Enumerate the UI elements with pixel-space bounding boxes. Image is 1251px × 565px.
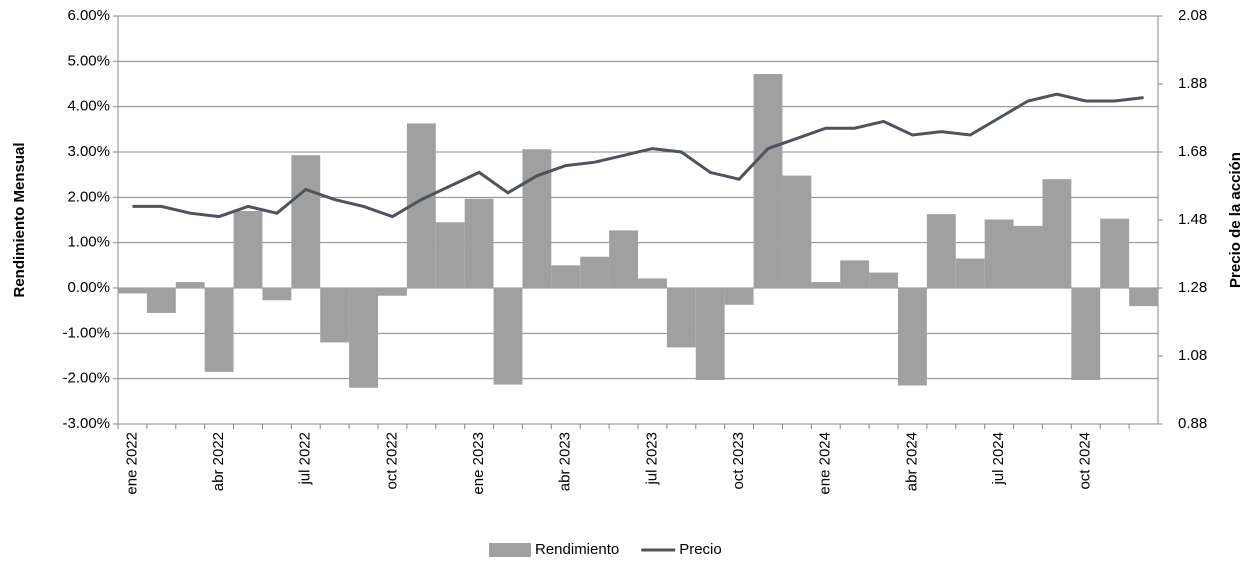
bar: [551, 265, 581, 288]
y2-tick-label: 2.08: [1178, 7, 1207, 24]
y-tick-label: 1.00%: [67, 234, 110, 251]
bar: [233, 210, 263, 288]
bar: [146, 288, 176, 313]
bar: [1071, 288, 1101, 381]
x-tick-label: abr 2024: [903, 432, 920, 491]
x-tick-label: ene 2022: [123, 432, 140, 495]
y-axis-title: Rendimiento Mensual: [11, 142, 28, 297]
bar: [1013, 225, 1043, 288]
bar: [580, 256, 610, 288]
x-tick-label: oct 2022: [383, 432, 400, 490]
bar: [695, 288, 725, 381]
bar: [869, 272, 898, 288]
bar: [522, 149, 552, 288]
bar: [493, 288, 523, 385]
bar: [262, 288, 292, 301]
y-tick-label: -2.00%: [62, 370, 110, 387]
bar: [811, 282, 841, 288]
bar: [926, 214, 956, 288]
y-tick-label: -3.00%: [62, 415, 110, 432]
x-tick-label: abr 2023: [557, 432, 574, 491]
y2-tick-label: 1.28: [1178, 279, 1207, 296]
bar: [204, 288, 234, 372]
x-tick-label: jul 2023: [643, 432, 660, 486]
y2-axis-title: Precio de la acción: [1227, 152, 1244, 288]
legend-label: Precio: [679, 541, 722, 558]
bar: [638, 278, 667, 288]
y-tick-label: 4.00%: [67, 98, 110, 115]
bar: [1100, 218, 1130, 288]
y-tick-label: 2.00%: [67, 188, 110, 205]
bar: [118, 288, 147, 294]
bar: [1129, 288, 1158, 307]
x-tick-label: ene 2023: [470, 432, 487, 495]
x-tick-label: oct 2024: [1077, 432, 1094, 490]
y-tick-label: 3.00%: [67, 143, 110, 160]
y2-tick-label: 1.68: [1178, 143, 1207, 160]
bar: [175, 282, 205, 288]
bar: [782, 175, 812, 288]
bar: [840, 260, 870, 288]
y2-tick-label: 1.88: [1178, 75, 1207, 92]
bar: [753, 74, 783, 288]
bar: [320, 288, 350, 343]
y2-tick-label: 1.48: [1178, 211, 1207, 228]
y2-tick-label: 1.08: [1178, 347, 1207, 364]
bar: [666, 288, 696, 348]
legend-label: Rendimiento: [535, 541, 619, 558]
bar: [435, 222, 465, 288]
bar: [378, 288, 407, 296]
y-tick-label: 5.00%: [67, 52, 110, 69]
legend-swatch: [489, 543, 531, 557]
y2-tick-label: 0.88: [1178, 415, 1207, 432]
y-tick-label: 0.00%: [67, 279, 110, 296]
x-tick-label: jul 2022: [297, 432, 314, 486]
bar: [349, 288, 378, 388]
bar: [1042, 179, 1072, 288]
bar: [984, 219, 1014, 288]
bar: [464, 198, 494, 288]
x-tick-label: oct 2023: [730, 432, 747, 490]
x-tick-label: jul 2024: [990, 432, 1007, 486]
bar: [724, 288, 754, 305]
bar: [609, 230, 638, 288]
bar: [955, 258, 985, 288]
bar: [898, 288, 927, 386]
x-tick-label: abr 2022: [210, 432, 227, 491]
y-tick-label: -1.00%: [62, 324, 110, 341]
x-tick-label: ene 2024: [817, 432, 834, 495]
price-line: [132, 92, 1144, 219]
y-tick-label: 6.00%: [67, 7, 110, 24]
bar: [291, 155, 321, 288]
